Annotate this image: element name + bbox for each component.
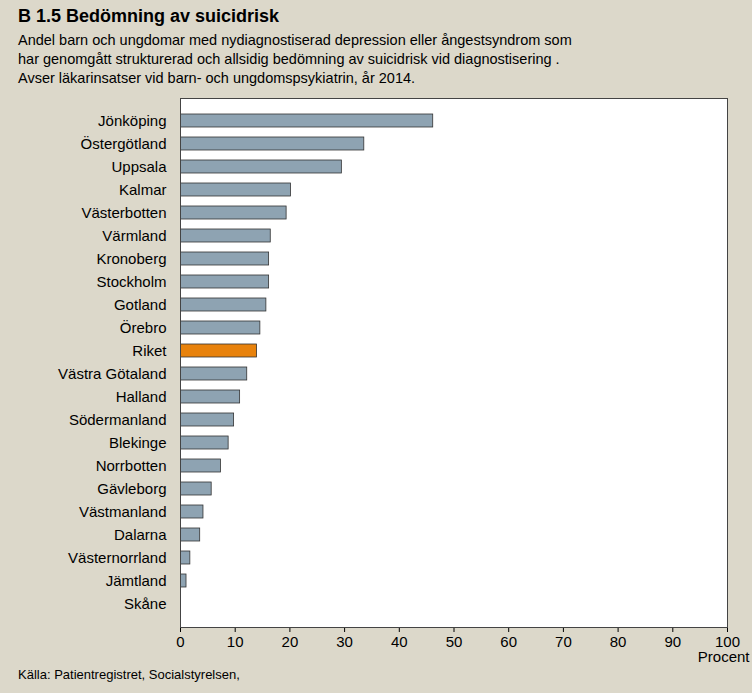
- svg-text:Blekinge: Blekinge: [109, 434, 167, 451]
- svg-text:Kronoberg: Kronoberg: [96, 250, 166, 267]
- svg-text:Örebro: Örebro: [120, 319, 167, 336]
- svg-text:Riket: Riket: [132, 342, 167, 359]
- svg-text:40: 40: [391, 633, 408, 650]
- svg-text:60: 60: [500, 633, 517, 650]
- svg-text:10: 10: [227, 633, 244, 650]
- svg-text:Norrbotten: Norrbotten: [96, 457, 167, 474]
- svg-text:Halland: Halland: [116, 388, 167, 405]
- svg-text:0: 0: [176, 633, 184, 650]
- svg-text:20: 20: [282, 633, 299, 650]
- svg-text:Västernorrland: Västernorrland: [68, 549, 166, 566]
- svg-text:90: 90: [664, 633, 681, 650]
- svg-text:Jämtland: Jämtland: [106, 572, 167, 589]
- svg-text:Dalarna: Dalarna: [114, 526, 167, 543]
- svg-text:Södermanland: Södermanland: [69, 411, 167, 428]
- svg-text:Östergötland: Östergötland: [81, 135, 167, 152]
- svg-text:Västmanland: Västmanland: [79, 503, 167, 520]
- svg-text:Kalmar: Kalmar: [119, 181, 167, 198]
- svg-text:Värmland: Värmland: [102, 227, 166, 244]
- svg-text:Jönköping: Jönköping: [98, 112, 166, 129]
- html-text:Avser läkarinsatser vid barn-: Avser läkarinsatser vid barn- och ungdom…: [18, 70, 416, 86]
- svg-text:Västerbotten: Västerbotten: [81, 204, 166, 221]
- svg-text:Västra Götaland: Västra Götaland: [58, 365, 166, 382]
- svg-text:100: 100: [715, 633, 740, 651]
- svg-text:Gotland: Gotland: [114, 296, 167, 313]
- svg-text:80: 80: [610, 633, 627, 650]
- svg-text:Skåne: Skåne: [124, 595, 167, 612]
- html-text:B 1.5 Bedömning av suicidrisk: B 1.5 Bedömning av suicidrisk: [18, 6, 280, 26]
- svg-text:Gävleborg: Gävleborg: [97, 480, 166, 497]
- html-text:har genomgått strukturerad och: har genomgått strukturerad och allsidig …: [18, 51, 560, 67]
- svg-text:30: 30: [336, 633, 353, 650]
- svg-text:Uppsala: Uppsala: [111, 158, 167, 175]
- svg-text:50: 50: [446, 633, 463, 650]
- svg-text:70: 70: [555, 633, 572, 650]
- html-text:Andel barn och ungdomar med ny: Andel barn och ungdomar med nydiagnostis…: [18, 32, 572, 48]
- html-text:Källa: Patientregistret, Socia: Källa: Patientregistret, Socialstyrelsen…: [18, 667, 240, 682]
- svg-text:Procent: Procent: [698, 648, 751, 665]
- svg-text:Stockholm: Stockholm: [96, 273, 166, 290]
